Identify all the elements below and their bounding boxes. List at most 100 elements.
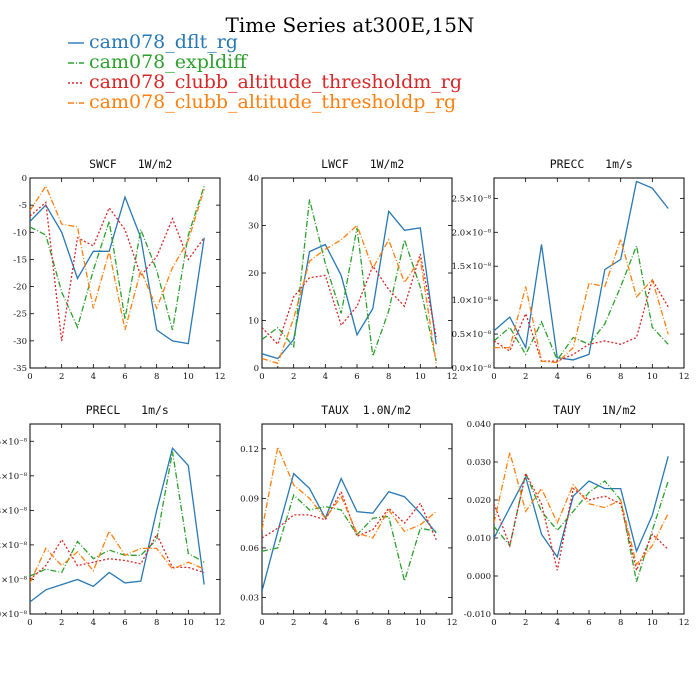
y-tick-label: 1×10⁻⁸ (0, 575, 28, 585)
legend-entry: cam078_dflt_rg (68, 31, 238, 53)
x-tick-label: 6 (122, 372, 127, 382)
series-line-cam078_clubb_altitude_thresholdm_rg (30, 533, 205, 580)
panel-title: SWCF (89, 157, 117, 171)
legend-label: cam078_clubb_altitude_thresholdm_rg (89, 71, 462, 93)
x-tick-label: 2 (291, 372, 296, 382)
x-tick-label: 12 (215, 372, 226, 382)
x-tick-label: 2 (523, 618, 528, 628)
x-tick-label: 10 (647, 618, 658, 628)
y-tick-label: 2.5×10⁻⁸ (452, 194, 492, 204)
y-tick-label: -35 (13, 364, 27, 374)
panel-title: LWCF (321, 157, 349, 171)
y-tick-label: 0.06 (240, 544, 259, 554)
series-line-cam078_dflt_rg (494, 180, 669, 361)
series-line-cam078_dflt_rg (262, 209, 437, 360)
x-tick-label: 12 (447, 372, 458, 382)
x-tick-label: 6 (122, 618, 127, 628)
series-line-cam078_expldiff (494, 243, 669, 362)
y-tick-label: -30 (13, 337, 27, 347)
x-tick-label: 4 (323, 618, 328, 628)
series-line-cam078_expldiff (262, 493, 437, 584)
y-tick-label: -10 (13, 228, 27, 238)
y-tick-label: 10 (248, 317, 259, 327)
panel-title: PRECC (550, 157, 585, 171)
y-tick-label: 30 (248, 222, 259, 232)
x-tick-label: 6 (586, 618, 591, 628)
y-tick-label: 2.0×10⁻⁸ (452, 228, 492, 238)
legend-label: cam078_clubb_altitude_thresholdp_rg (89, 91, 456, 113)
legend-label: cam078_expldiff (89, 51, 248, 73)
y-tick-label: 1.0×10⁻⁸ (452, 296, 492, 306)
series-line-cam078_expldiff (494, 471, 669, 582)
y-tick-label: 0.040 (467, 420, 491, 430)
y-tick-label: 3×10⁻⁸ (0, 506, 28, 516)
x-tick-label: 8 (618, 618, 623, 628)
series-line-cam078_dflt_rg (30, 194, 205, 345)
series-line-cam078_dflt_rg (30, 446, 205, 603)
y-tick-label: 1.5×10⁻⁸ (452, 262, 492, 272)
y-tick-label: 0.020 (467, 496, 491, 506)
legend: cam078_dflt_rgcam078_expldiffcam078_club… (68, 31, 462, 113)
series-line-cam078_expldiff (262, 199, 437, 362)
panel-title: PRECL (86, 403, 121, 417)
series-line-cam078_clubb_altitude_thresholdp_rg (30, 529, 205, 584)
panel-units: 1.0N/m2 (363, 403, 411, 417)
figure-title: Time Series at300E,15N (226, 13, 475, 37)
x-tick-label: 4 (91, 372, 96, 382)
y-tick-label: 0.03 (240, 593, 259, 603)
x-tick-label: 4 (555, 618, 560, 628)
x-tick-label: 4 (555, 372, 560, 382)
x-tick-label: 12 (679, 372, 690, 382)
series-line-cam078_expldiff (30, 451, 205, 577)
x-tick-label: 12 (679, 618, 690, 628)
panel-precl: PRECL 1m/s 0 2 4 6 8 10 12 0×10⁻⁸ 1×10⁻⁸ 2×10⁻⁸ 3×10… (0, 403, 225, 628)
x-tick-label: 12 (447, 618, 458, 628)
panel-units: 1W/m2 (370, 157, 405, 171)
x-tick-label: 2 (59, 372, 64, 382)
x-tick-label: 0 (491, 372, 496, 382)
y-tick-label: 0.09 (240, 494, 259, 504)
x-tick-label: 10 (183, 372, 194, 382)
x-tick-label: 2 (523, 372, 528, 382)
series-line-cam078_clubb_altitude_thresholdp_rg (30, 184, 205, 331)
series-line-cam078_clubb_altitude_thresholdp_rg (262, 444, 437, 539)
series-line-cam078_dflt_rg (494, 456, 669, 559)
series-line-cam078_expldiff (30, 185, 205, 331)
y-tick-label: 2×10⁻⁸ (0, 541, 28, 551)
y-tick-label: 20 (248, 269, 259, 279)
legend-entry: cam078_clubb_altitude_thresholdp_rg (68, 91, 456, 113)
x-tick-label: 0 (491, 618, 496, 628)
x-tick-label: 12 (215, 618, 226, 628)
x-tick-label: 10 (415, 372, 426, 382)
y-tick-label: 5×10⁻⁸ (0, 437, 28, 447)
plot-frame (261, 177, 453, 369)
x-tick-label: 2 (291, 618, 296, 628)
x-tick-label: 8 (386, 618, 391, 628)
x-tick-label: 10 (647, 372, 658, 382)
x-tick-label: 8 (154, 372, 159, 382)
plot-frame (493, 177, 685, 369)
x-tick-label: 6 (354, 372, 359, 382)
series-line-cam078_clubb_altitude_thresholdm_rg (262, 490, 437, 540)
y-tick-label: 0 (22, 174, 27, 184)
y-tick-label: 0.5×10⁻⁸ (452, 330, 492, 340)
panel-units: 1W/m2 (138, 157, 173, 171)
legend-entry: cam078_clubb_altitude_thresholdm_rg (68, 71, 462, 93)
x-tick-label: 8 (154, 618, 159, 628)
panels: SWCF 1W/m20 2 4 6 8 10 12-35-30-25-20-15-10-50L… (0, 157, 689, 628)
x-tick-label: 6 (354, 618, 359, 628)
legend-label: cam078_dflt_rg (89, 31, 238, 53)
series-line-cam078_clubb_altitude_thresholdm_rg (262, 253, 437, 346)
legend-entry: cam078_expldiff (68, 51, 248, 73)
y-tick-label: 0.030 (467, 458, 491, 468)
panel-title: TAUX (321, 403, 349, 417)
series-line-cam078_dflt_rg (262, 472, 437, 592)
x-tick-label: 4 (323, 372, 328, 382)
series-line-cam078_clubb_altitude_thresholdp_rg (262, 224, 437, 365)
series-line-cam078_clubb_altitude_thresholdm_rg (30, 201, 205, 341)
panel-swcf: SWCF 1W/m2 0 2 4 6 8 10 12 -35 -30 -25 -20 -15 -10 -5 0 (13, 157, 225, 382)
series-line-cam078_clubb_altitude_thresholdm_rg (494, 278, 669, 362)
y-tick-label: 0.12 (240, 445, 259, 455)
x-tick-label: 8 (386, 372, 391, 382)
